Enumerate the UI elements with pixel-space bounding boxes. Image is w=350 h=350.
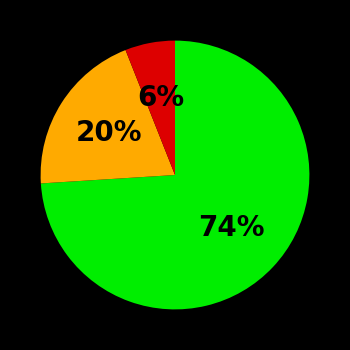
Text: 20%: 20% — [76, 119, 142, 147]
Wedge shape — [41, 41, 309, 309]
Wedge shape — [126, 41, 175, 175]
Wedge shape — [41, 50, 175, 183]
Text: 74%: 74% — [198, 214, 265, 242]
Text: 6%: 6% — [137, 84, 184, 112]
